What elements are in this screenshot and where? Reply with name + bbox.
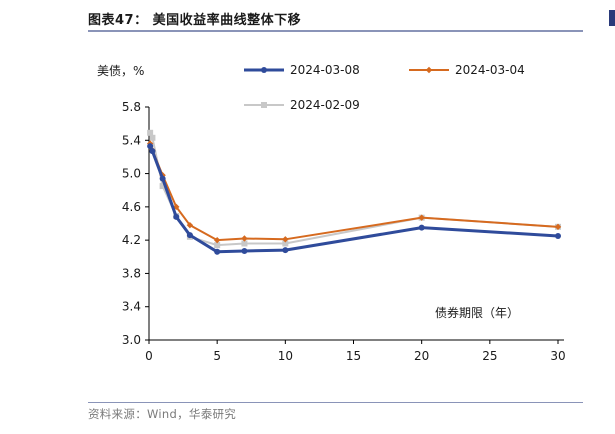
data-point — [147, 129, 154, 136]
series-line — [148, 145, 559, 254]
series-group — [146, 129, 562, 255]
x-tick-label: 5 — [213, 349, 221, 363]
y-tick-label: 5.8 — [122, 100, 141, 114]
legend-label: 2024-03-08 — [290, 63, 360, 77]
footer-divider — [88, 402, 583, 403]
series-line — [149, 143, 559, 242]
x-tick-label: 30 — [550, 349, 565, 363]
axes: 3.0 3.4 3.8 4.2 4.6 5.0 5.4 5.8 0 5 10 15 20 25 30 — [122, 100, 566, 363]
data-point — [418, 214, 425, 221]
data-point — [282, 247, 289, 254]
data-point — [147, 143, 154, 150]
legend-label: 2024-03-04 — [455, 63, 525, 77]
title-divider — [88, 30, 583, 32]
data-point — [186, 232, 193, 239]
data-point — [282, 236, 289, 243]
chart-title: 图表47： 美国收益率曲线整体下移 — [88, 13, 302, 28]
data-point — [241, 240, 248, 247]
data-point — [241, 235, 248, 242]
legend-item: 2024-03-08 — [244, 63, 360, 77]
data-point — [282, 240, 289, 247]
x-tick-label: 25 — [482, 349, 497, 363]
series-2024-03-08 — [147, 143, 561, 255]
source-note: 资料来源：Wind，华泰研究 — [88, 407, 237, 421]
legend: 2024-03-08 2024-03-04 2024-02-09 — [244, 63, 525, 112]
data-point — [159, 175, 166, 182]
x-tick-label: 0 — [145, 349, 153, 363]
legend-item: 2024-03-04 — [409, 63, 525, 77]
data-point — [173, 213, 180, 220]
data-point — [261, 67, 267, 73]
legend-label: 2024-02-09 — [290, 98, 360, 112]
data-point — [214, 248, 221, 255]
y-tick-label: 3.8 — [122, 266, 141, 280]
x-tick-label: 10 — [278, 349, 293, 363]
y-axis-label: 美债，% — [97, 64, 144, 78]
data-point — [213, 236, 221, 244]
clipped-edge-marker — [609, 10, 615, 26]
data-point — [214, 242, 221, 249]
data-point — [149, 134, 156, 141]
data-point — [241, 247, 248, 254]
data-point — [261, 102, 267, 108]
data-point — [186, 221, 194, 229]
chart-title-row: 图表47： 美国收益率曲线整体下移 — [88, 8, 583, 28]
x-tick-label: 20 — [414, 349, 429, 363]
data-point — [159, 183, 166, 190]
series-2024-03-04 — [146, 140, 562, 244]
data-point — [554, 223, 562, 231]
y-tick-label: 3.0 — [122, 333, 141, 347]
data-point — [149, 148, 156, 155]
series-2024-02-09 — [147, 129, 561, 249]
x-tick-label: 15 — [346, 349, 361, 363]
y-tick-label: 5.0 — [122, 167, 141, 181]
data-point — [425, 66, 433, 74]
data-point — [555, 232, 561, 239]
legend-item: 2024-02-09 — [244, 98, 360, 112]
y-tick-label: 4.6 — [122, 200, 141, 214]
y-tick-label: 4.2 — [122, 233, 141, 247]
x-axis-label: 债券期限（年） — [435, 305, 519, 320]
data-point — [173, 203, 180, 211]
data-point — [418, 224, 425, 231]
y-tick-label: 5.4 — [122, 133, 141, 147]
y-tick-label: 3.4 — [122, 300, 141, 314]
